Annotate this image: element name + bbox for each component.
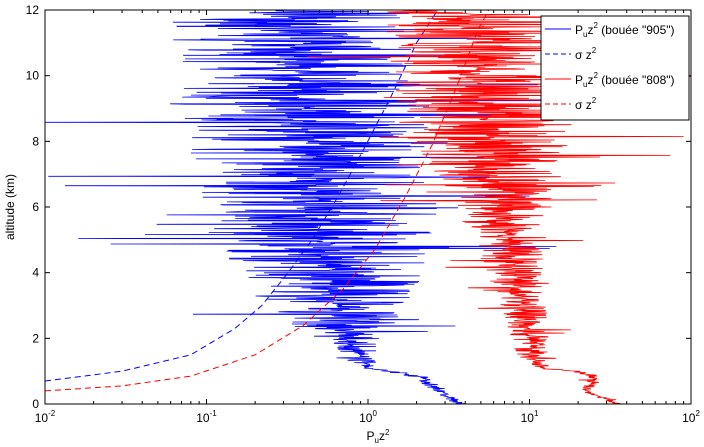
- x-tick-label-exp: -2: [48, 409, 56, 418]
- legend-label-rest: (bouée "808"): [598, 73, 675, 87]
- y-tick-label: 0: [32, 397, 39, 411]
- x-tick-label-base: 10: [682, 411, 696, 425]
- legend-label-base: σ: [575, 98, 583, 112]
- legend-label-mid: z: [582, 98, 591, 112]
- series-3: [44, 9, 490, 392]
- legend-label-rest: (bouée "905"): [598, 23, 675, 37]
- x-axis-label-sup: 2: [385, 428, 390, 437]
- x-tick-label-exp: -1: [210, 409, 218, 418]
- x-tick-label-exp: 0: [372, 409, 377, 418]
- legend-label-base: σ: [575, 48, 583, 62]
- legend-label-sub: u: [583, 30, 587, 39]
- legend-label-mid: z: [582, 48, 591, 62]
- x-tick-label: 100: [359, 409, 377, 425]
- legend-label-sup: 2: [592, 96, 597, 105]
- series-layer: [44, 9, 692, 405]
- series-line: [44, 9, 439, 382]
- legend-label-sub: u: [583, 80, 587, 89]
- legend-entry-label: σ z2: [575, 96, 597, 112]
- y-tick-label: 10: [26, 69, 40, 83]
- y-tick-label: 12: [26, 3, 40, 17]
- legend-box: [540, 15, 690, 121]
- y-axis-ticks: 0 2 4 6 8 10 12: [26, 3, 691, 411]
- x-tick-label: 10-2: [35, 409, 56, 425]
- series-line: [44, 9, 490, 392]
- x-axis-label-mid: z: [379, 429, 385, 443]
- x-axis-label: Puz2: [367, 428, 390, 445]
- legend-label-sup: 2: [593, 71, 598, 80]
- y-axis-label: altitude (km): [3, 174, 17, 240]
- legend-entry-label: Puz2 (bouée "905"): [575, 21, 675, 39]
- y-tick-label: 8: [32, 134, 39, 148]
- x-tick-label: 102: [682, 409, 700, 425]
- x-tick-label-exp: 2: [695, 409, 700, 418]
- legend-label-sup: 2: [593, 21, 598, 30]
- x-axis-label-sub: u: [375, 436, 379, 445]
- y-tick-label: 4: [32, 266, 39, 280]
- series-1: [44, 9, 439, 382]
- legend-entry-label: σ z2: [575, 46, 597, 62]
- x-tick-label-base: 10: [521, 411, 535, 425]
- x-tick-label-base: 10: [196, 411, 210, 425]
- legend-label-mid: z: [587, 73, 593, 87]
- x-axis-label-base: P: [367, 429, 375, 443]
- y-tick-label: 2: [32, 331, 39, 345]
- legend-label-sup: 2: [592, 46, 597, 55]
- legend-label-base: P: [575, 23, 583, 37]
- x-tick-label-base: 10: [35, 411, 49, 425]
- x-tick-label: 101: [521, 409, 539, 425]
- legend-label-mid: z: [587, 23, 593, 37]
- x-tick-label-base: 10: [359, 411, 373, 425]
- series-line: [44, 10, 559, 405]
- x-tick-label-exp: 1: [534, 409, 539, 418]
- legend-entry-label: Puz2 (bouée "808"): [575, 71, 675, 89]
- x-tick-label: 10-1: [196, 409, 217, 425]
- legend-label-base: P: [575, 73, 583, 87]
- series-2: [306, 10, 692, 405]
- y-tick-label: 6: [32, 200, 39, 214]
- series-line: [306, 10, 692, 405]
- series-0: [44, 10, 559, 405]
- x-axis-ticks: 10-2 10-1 100 101 102: [35, 10, 700, 425]
